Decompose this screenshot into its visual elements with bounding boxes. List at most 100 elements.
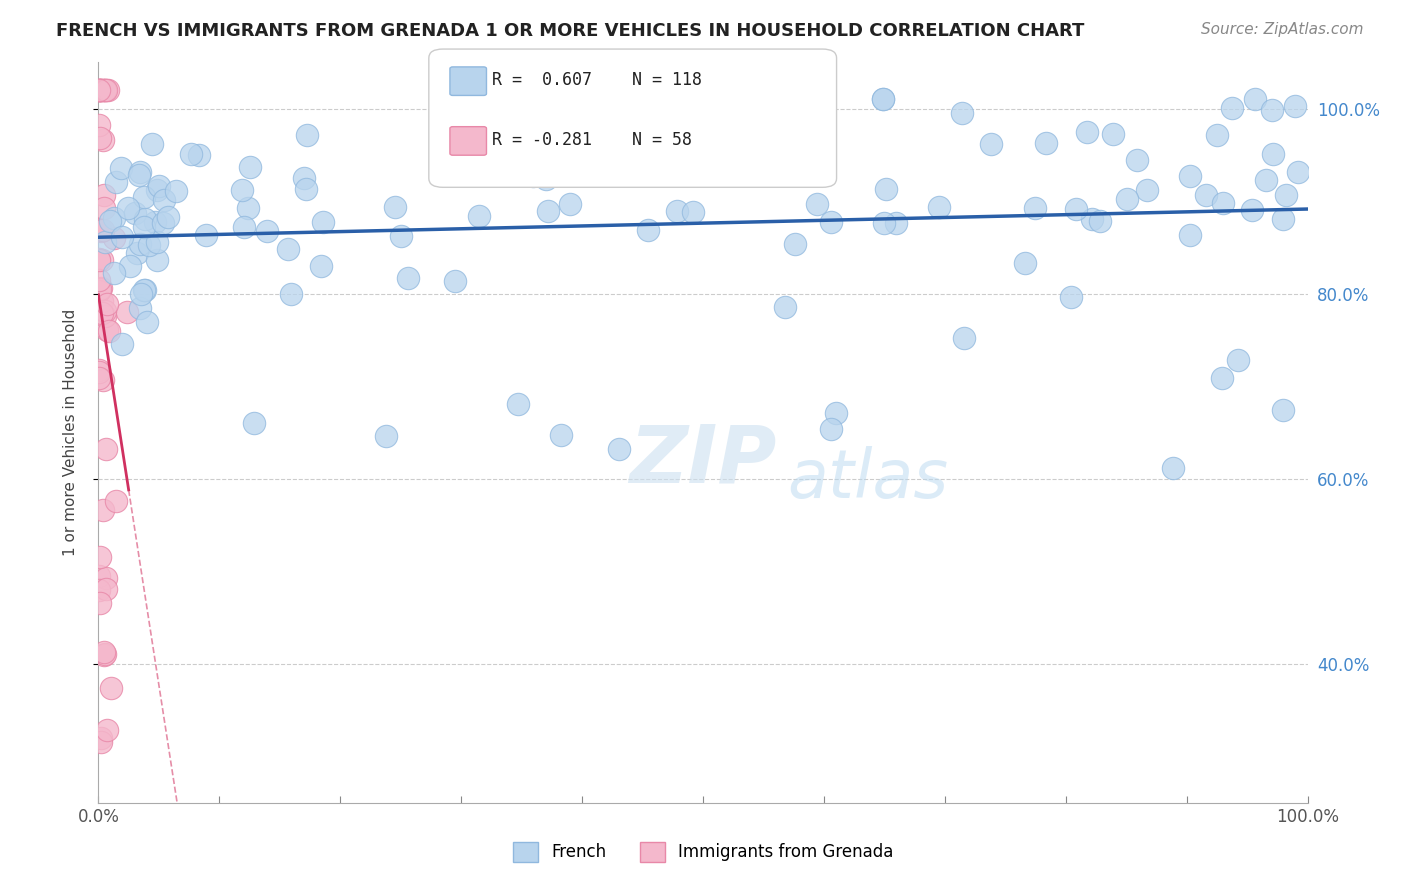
Point bbox=[443, 274, 465, 288]
Point bbox=[1035, 136, 1057, 150]
Point bbox=[1102, 128, 1125, 142]
Point bbox=[886, 216, 908, 230]
Point bbox=[389, 229, 412, 244]
Point bbox=[96, 723, 118, 738]
Point bbox=[1115, 192, 1137, 206]
Point bbox=[89, 282, 111, 296]
Point bbox=[637, 222, 659, 236]
Point bbox=[239, 160, 262, 174]
Point bbox=[537, 203, 560, 218]
Point bbox=[129, 287, 152, 301]
Text: Source: ZipAtlas.com: Source: ZipAtlas.com bbox=[1201, 22, 1364, 37]
Point bbox=[806, 197, 828, 211]
Point bbox=[91, 373, 114, 387]
Text: ZIP: ZIP bbox=[630, 421, 776, 500]
Point bbox=[146, 183, 169, 197]
Point bbox=[659, 153, 682, 168]
Point bbox=[87, 582, 110, 597]
Point bbox=[468, 210, 491, 224]
Point bbox=[872, 92, 894, 106]
Point bbox=[1286, 165, 1309, 179]
Point bbox=[91, 83, 114, 97]
Point bbox=[665, 204, 688, 219]
Point bbox=[96, 442, 118, 456]
Point bbox=[980, 137, 1002, 152]
Point bbox=[396, 271, 419, 285]
Point bbox=[132, 283, 155, 297]
Point bbox=[136, 315, 159, 329]
Point bbox=[1195, 188, 1218, 202]
Point bbox=[128, 168, 150, 182]
Point bbox=[91, 133, 114, 147]
Point bbox=[93, 648, 115, 662]
Point bbox=[94, 235, 117, 249]
Point bbox=[146, 235, 169, 249]
Point bbox=[89, 83, 111, 97]
Point bbox=[138, 237, 160, 252]
Point bbox=[100, 681, 122, 695]
Point bbox=[780, 92, 803, 106]
Point bbox=[97, 324, 120, 338]
Point bbox=[105, 494, 128, 508]
Point bbox=[165, 184, 187, 198]
Point bbox=[231, 183, 253, 197]
Point bbox=[1284, 99, 1306, 113]
Point bbox=[232, 220, 254, 235]
Point bbox=[522, 169, 544, 184]
Point bbox=[1076, 125, 1098, 139]
Point bbox=[146, 253, 169, 268]
Point bbox=[87, 252, 110, 266]
Point bbox=[1211, 370, 1233, 384]
Point bbox=[292, 170, 315, 185]
Point bbox=[89, 83, 111, 97]
Point bbox=[90, 83, 112, 97]
Point bbox=[1261, 103, 1284, 117]
Point bbox=[96, 297, 118, 311]
Point bbox=[1212, 195, 1234, 210]
Point bbox=[152, 216, 174, 230]
Point bbox=[90, 735, 112, 749]
Point bbox=[1226, 353, 1249, 368]
Point bbox=[90, 731, 112, 746]
Point bbox=[89, 222, 111, 236]
Point bbox=[578, 142, 600, 156]
Point bbox=[91, 306, 114, 320]
Point bbox=[374, 429, 396, 443]
Point bbox=[783, 237, 806, 252]
Point bbox=[148, 179, 170, 194]
Point bbox=[87, 118, 110, 132]
Point bbox=[1180, 227, 1202, 242]
Point bbox=[103, 266, 125, 280]
Point bbox=[91, 223, 114, 237]
Point bbox=[89, 130, 111, 145]
Point bbox=[536, 172, 558, 186]
Point bbox=[1126, 153, 1149, 167]
Point bbox=[1090, 214, 1112, 228]
Point bbox=[110, 161, 132, 175]
Point bbox=[94, 304, 117, 318]
Point bbox=[96, 83, 118, 97]
Point bbox=[87, 83, 110, 97]
Point bbox=[89, 273, 111, 287]
Point bbox=[1272, 212, 1295, 227]
Point bbox=[309, 259, 332, 273]
Point bbox=[1275, 187, 1298, 202]
Point bbox=[89, 83, 111, 97]
Point bbox=[125, 245, 148, 260]
Point bbox=[96, 571, 118, 585]
Point bbox=[873, 215, 896, 229]
Point bbox=[1271, 403, 1294, 417]
Point bbox=[773, 161, 796, 175]
Point bbox=[1024, 201, 1046, 215]
Point bbox=[104, 175, 127, 189]
Point bbox=[94, 83, 117, 97]
Point bbox=[103, 230, 125, 244]
Point bbox=[94, 647, 117, 661]
Point bbox=[1206, 128, 1229, 142]
Point bbox=[89, 569, 111, 583]
Point bbox=[111, 230, 134, 244]
Point bbox=[773, 300, 796, 314]
Point bbox=[141, 137, 163, 152]
Point bbox=[1222, 101, 1244, 115]
Point bbox=[129, 236, 152, 251]
